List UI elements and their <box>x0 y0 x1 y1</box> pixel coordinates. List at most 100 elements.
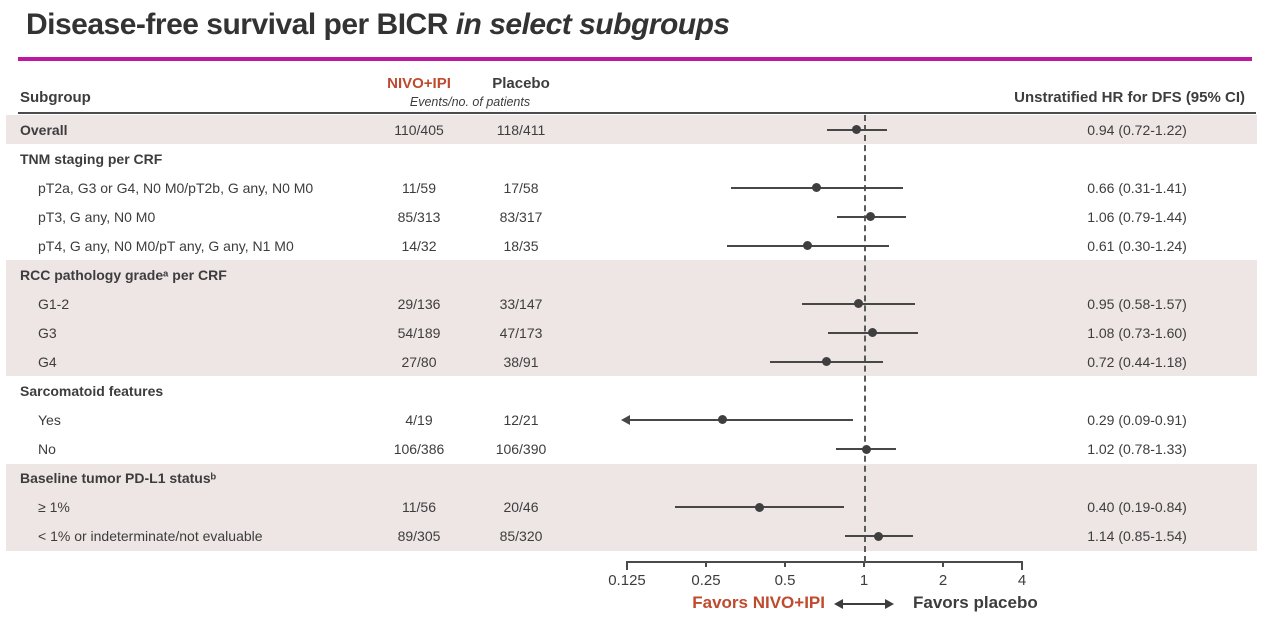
table-row: ≥ 1% 11/56 20/46 0.40 (0.19-0.84) <box>6 492 1257 522</box>
table-row: Baseline tumor PD-L1 statusᵇ <box>6 463 1257 493</box>
nivo-events-value: 14/32 <box>401 237 437 254</box>
placebo-events-value: 20/46 <box>503 499 539 516</box>
hr-value: 0.29 (0.09-0.91) <box>1087 411 1187 428</box>
column-header-nivo: NIVO+IPI <box>387 75 451 92</box>
page-title: Disease-free survival per BICR in select… <box>26 8 730 42</box>
axis-tick-label: 0.125 <box>608 572 646 589</box>
table-row: pT4, G any, N0 M0/pT any, G any, N1 M0 14… <box>6 231 1257 260</box>
axis-tick <box>863 561 865 567</box>
hr-value: 1.08 (0.73-1.60) <box>1087 324 1187 341</box>
row-label: TNM staging per CRF <box>20 150 163 167</box>
column-header-placebo: Placebo <box>492 75 550 92</box>
placebo-events-value: 118/411 <box>496 121 546 138</box>
nivo-events-value: 54/189 <box>397 324 441 341</box>
placebo-events-value: 12/21 <box>503 411 539 428</box>
title-divider <box>18 57 1252 61</box>
placebo-events-value: 38/91 <box>503 353 539 370</box>
table-row: Sarcomatoid features <box>6 376 1257 405</box>
column-header-hr: Unstratified HR for DFS (95% CI) <box>1014 89 1245 106</box>
axis-tick <box>1021 561 1023 570</box>
nivo-events-value: 27/80 <box>401 353 437 370</box>
point-estimate <box>861 444 871 454</box>
placebo-events-value: 18/35 <box>503 237 539 254</box>
axis-tick <box>705 561 707 567</box>
axis-tick-label: 2 <box>938 572 948 589</box>
axis-tick-label: 1 <box>859 572 869 589</box>
point-estimate <box>874 531 884 541</box>
row-label: Sarcomatoid features <box>20 382 164 399</box>
forest-table: Overall 110/405 118/411 0.94 (0.72-1.22) TNM… <box>6 115 1257 551</box>
row-label: Overall <box>20 121 68 138</box>
arrow-left-icon <box>621 414 630 425</box>
axis-tick-label: 0.25 <box>691 572 721 589</box>
axis-tick <box>942 561 944 567</box>
legend-favors-placebo: Favors placebo <box>913 593 1038 612</box>
row-label: No <box>38 441 56 458</box>
point-estimate <box>812 183 822 193</box>
placebo-events-value: 106/390 <box>495 441 547 458</box>
hr-value: 0.66 (0.31-1.41) <box>1087 179 1187 196</box>
nivo-events-value: 4/19 <box>405 411 433 428</box>
nivo-events-value: 11/56 <box>402 499 436 516</box>
placebo-events-value: 17/58 <box>503 179 539 196</box>
double-arrow-icon <box>824 593 904 615</box>
axis-tick-label: 4 <box>1017 572 1027 589</box>
nivo-events-value: 89/305 <box>397 528 441 545</box>
point-estimate <box>852 125 862 135</box>
row-label: pT4, G any, N0 M0/pT any, G any, N1 M0 <box>38 237 294 254</box>
table-row: pT2a, G3 or G4, N0 M0/pT2b, G any, N0 M0… <box>6 173 1257 202</box>
point-estimate <box>853 299 863 309</box>
row-label: < 1% or indeterminate/not evaluable <box>38 528 263 545</box>
row-label: ≥ 1% <box>38 499 70 516</box>
hr-value: 0.72 (0.44-1.18) <box>1087 353 1187 370</box>
hr-value: 1.14 (0.85-1.54) <box>1087 528 1187 545</box>
header-separator <box>18 112 1256 114</box>
point-estimate <box>868 328 878 338</box>
column-header-events-note: Events/no. of patients <box>409 95 531 109</box>
table-row: RCC pathology gradeᵃ per CRF <box>6 260 1257 290</box>
legend-favors-nivo: Favors NIVO+IPI <box>692 593 825 612</box>
row-label: G1-2 <box>38 295 70 312</box>
title-emphasis: in select subgroups <box>455 8 730 41</box>
point-estimate <box>718 415 728 425</box>
ci-line <box>628 418 854 421</box>
hr-value: 0.40 (0.19-0.84) <box>1087 499 1187 516</box>
hr-value: 0.61 (0.30-1.24) <box>1087 237 1187 254</box>
table-row: G4 27/80 38/91 0.72 (0.44-1.18) <box>6 347 1257 377</box>
table-row: Overall 110/405 118/411 0.94 (0.72-1.22) <box>6 115 1257 145</box>
table-row: No 106/386 106/390 1.02 (0.78-1.33) <box>6 435 1257 464</box>
x-axis-line <box>627 561 1023 563</box>
point-estimate <box>755 502 765 512</box>
hr-value: 0.94 (0.72-1.22) <box>1087 121 1187 138</box>
point-estimate <box>866 212 876 222</box>
table-row: < 1% or indeterminate/not evaluable 89/30… <box>6 521 1257 551</box>
axis-tick <box>626 561 628 570</box>
hr-value: 1.06 (0.79-1.44) <box>1087 208 1187 225</box>
row-label: G3 <box>38 324 57 341</box>
row-label: Baseline tumor PD-L1 statusᵇ <box>20 470 217 487</box>
placebo-events-value: 47/173 <box>499 324 543 341</box>
row-label: pT3, G any, N0 M0 <box>38 208 156 225</box>
table-row: TNM staging per CRF <box>6 144 1257 173</box>
reference-line <box>864 115 866 562</box>
nivo-events-value: 29/136 <box>397 295 441 312</box>
table-row: Yes 4/19 12/21 0.29 (0.09-0.91) <box>6 405 1257 434</box>
nivo-events-value: 110/405 <box>394 121 444 138</box>
nivo-events-value: 11/59 <box>402 179 436 196</box>
table-row: pT3, G any, N0 M0 85/313 83/317 1.06 (0.79-… <box>6 202 1257 231</box>
axis-tick <box>784 561 786 567</box>
row-label: RCC pathology gradeᵃ per CRF <box>20 266 227 283</box>
point-estimate <box>822 357 832 367</box>
axis-tick-label: 0.5 <box>774 572 796 589</box>
placebo-events-value: 33/147 <box>499 295 543 312</box>
point-estimate <box>803 241 813 251</box>
column-header-subgroup: Subgroup <box>20 89 91 106</box>
placebo-events-value: 83/317 <box>499 208 543 225</box>
row-label: G4 <box>38 353 57 370</box>
title-main: Disease-free survival per BICR <box>26 8 456 41</box>
double-arrow-line <box>834 599 894 609</box>
row-label: Yes <box>38 411 61 428</box>
placebo-events-value: 85/320 <box>499 528 543 545</box>
table-row: G3 54/189 47/173 1.08 (0.73-1.60) <box>6 318 1257 348</box>
